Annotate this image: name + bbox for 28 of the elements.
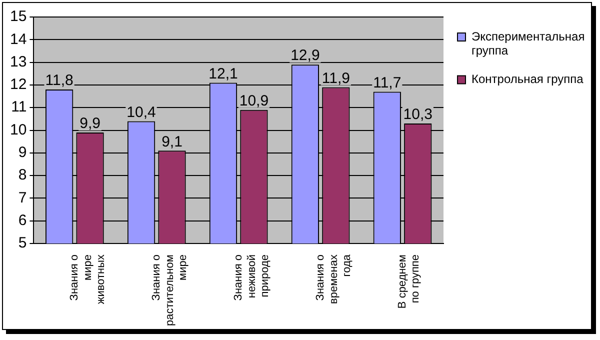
- y-tick-label: 8: [18, 166, 27, 184]
- legend-label: Экспериментальная группа: [472, 29, 585, 58]
- x-tick-label: Знания о мире животных: [68, 254, 108, 304]
- y-tick-label: 12: [10, 76, 27, 94]
- data-label: 10,4: [126, 104, 156, 121]
- x-tick-label: В среднем по группе: [396, 254, 422, 309]
- data-label: 9,1: [162, 133, 182, 150]
- x-tick-label: Знания о временах года: [314, 254, 353, 304]
- y-tick-label: 11: [11, 98, 27, 116]
- data-label: 11,7: [373, 74, 402, 92]
- y-tick-label: 10: [10, 121, 27, 138]
- y-tick-label: 6: [18, 212, 27, 229]
- y-tick-label: 7: [18, 189, 27, 206]
- data-label: 10,9: [239, 92, 269, 110]
- data-label: 10,3: [403, 106, 432, 124]
- x-tick-label: Знания о неживой природе: [232, 254, 272, 301]
- y-tick-label: 5: [18, 234, 27, 252]
- data-label: 11,9: [322, 70, 350, 87]
- legend-label: Контрольная группа: [472, 72, 584, 86]
- y-tick-label: 15: [10, 8, 27, 26]
- x-tick-label: Знания о растительном мире: [150, 254, 190, 326]
- data-label: 9,9: [80, 115, 100, 132]
- y-tick-label: 14: [10, 30, 27, 48]
- data-label: 12,9: [290, 47, 320, 64]
- y-tick-label: 13: [10, 53, 27, 70]
- y-tick-label: 9: [18, 144, 27, 162]
- data-label: 12,1: [208, 65, 238, 82]
- data-label: 11,8: [45, 72, 74, 90]
